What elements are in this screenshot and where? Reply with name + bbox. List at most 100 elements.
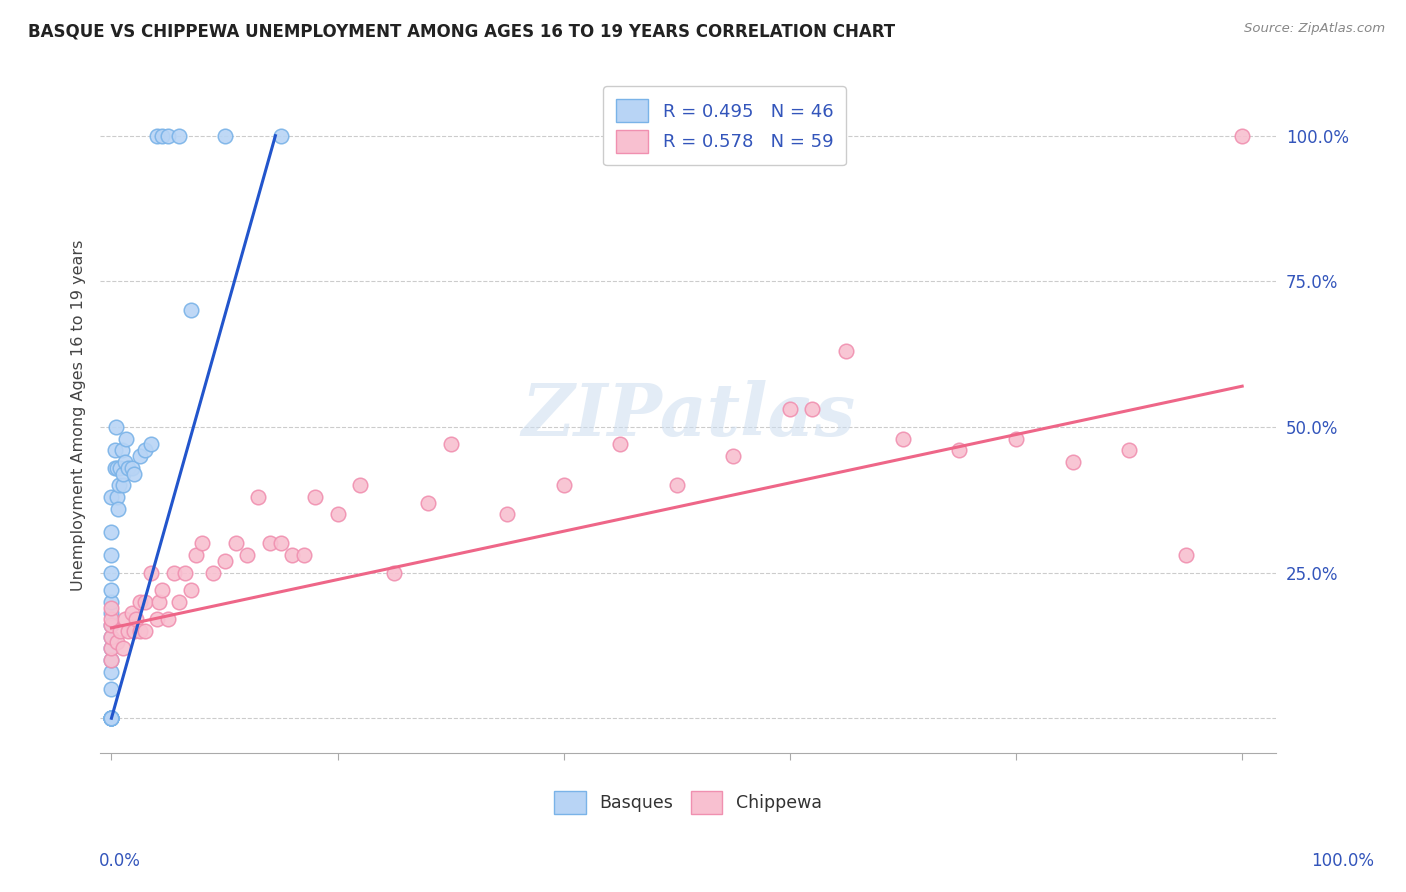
- Point: [1062, 455, 1084, 469]
- Point: [100, 711, 122, 725]
- Point: [145, 612, 167, 626]
- Point: [100, 653, 122, 667]
- Point: [107, 501, 129, 516]
- Point: [150, 128, 173, 143]
- Point: [145, 128, 167, 143]
- Point: [111, 641, 134, 656]
- Point: [180, 583, 202, 598]
- Point: [100, 548, 122, 562]
- Point: [100, 711, 122, 725]
- Point: [948, 443, 970, 458]
- Point: [270, 536, 292, 550]
- Point: [121, 607, 143, 621]
- Point: [110, 460, 132, 475]
- Point: [104, 443, 127, 458]
- Point: [156, 128, 179, 143]
- Point: [292, 548, 315, 562]
- Point: [100, 618, 122, 632]
- Point: [202, 566, 225, 580]
- Point: [247, 490, 270, 504]
- Point: [100, 641, 122, 656]
- Point: [105, 490, 128, 504]
- Point: [891, 432, 914, 446]
- Point: [111, 478, 134, 492]
- Point: [100, 583, 122, 598]
- Point: [225, 536, 247, 550]
- Point: [281, 548, 304, 562]
- Point: [326, 508, 349, 522]
- Point: [304, 490, 326, 504]
- Point: [100, 653, 122, 667]
- Point: [117, 460, 139, 475]
- Point: [100, 630, 122, 644]
- Point: [100, 711, 122, 725]
- Point: [104, 420, 127, 434]
- Point: [139, 437, 162, 451]
- Point: [416, 496, 439, 510]
- Point: [496, 508, 519, 522]
- Point: [100, 618, 122, 632]
- Point: [139, 566, 162, 580]
- Text: ZIPatlas: ZIPatlas: [522, 380, 855, 450]
- Text: Source: ZipAtlas.com: Source: ZipAtlas.com: [1244, 22, 1385, 36]
- Point: [111, 467, 134, 481]
- Point: [100, 641, 122, 656]
- Point: [105, 635, 128, 649]
- Point: [150, 583, 173, 598]
- Point: [110, 443, 132, 458]
- Point: [214, 128, 236, 143]
- Point: [180, 303, 202, 318]
- Point: [169, 128, 191, 143]
- Point: [100, 490, 122, 504]
- Point: [122, 624, 145, 638]
- Point: [128, 595, 150, 609]
- Point: [104, 460, 127, 475]
- Point: [105, 460, 128, 475]
- Point: [100, 524, 122, 539]
- Point: [723, 449, 745, 463]
- Point: [609, 437, 631, 451]
- Point: [125, 612, 148, 626]
- Point: [122, 467, 145, 481]
- Point: [191, 536, 214, 550]
- Point: [1005, 432, 1028, 446]
- Point: [349, 478, 371, 492]
- Point: [156, 612, 179, 626]
- Point: [108, 478, 131, 492]
- Point: [1118, 443, 1140, 458]
- Point: [100, 711, 122, 725]
- Point: [801, 402, 824, 417]
- Point: [236, 548, 259, 562]
- Point: [110, 624, 132, 638]
- Point: [100, 607, 122, 621]
- Legend: Basques, Chippewa: Basques, Chippewa: [546, 782, 831, 822]
- Point: [162, 566, 184, 580]
- Point: [121, 460, 143, 475]
- Point: [115, 432, 138, 446]
- Point: [100, 566, 122, 580]
- Point: [100, 595, 122, 609]
- Point: [174, 566, 197, 580]
- Point: [100, 612, 122, 626]
- Point: [259, 536, 281, 550]
- Point: [382, 566, 405, 580]
- Y-axis label: Unemployment Among Ages 16 to 19 years: Unemployment Among Ages 16 to 19 years: [72, 240, 86, 591]
- Point: [114, 612, 136, 626]
- Point: [100, 665, 122, 679]
- Point: [440, 437, 463, 451]
- Point: [169, 595, 191, 609]
- Text: BASQUE VS CHIPPEWA UNEMPLOYMENT AMONG AGES 16 TO 19 YEARS CORRELATION CHART: BASQUE VS CHIPPEWA UNEMPLOYMENT AMONG AG…: [28, 22, 896, 40]
- Point: [100, 711, 122, 725]
- Point: [186, 548, 208, 562]
- Point: [134, 443, 156, 458]
- Text: 100.0%: 100.0%: [1312, 852, 1374, 870]
- Point: [128, 449, 150, 463]
- Point: [117, 624, 139, 638]
- Point: [100, 630, 122, 644]
- Text: 0.0%: 0.0%: [98, 852, 141, 870]
- Point: [835, 344, 858, 359]
- Point: [148, 595, 170, 609]
- Point: [270, 128, 292, 143]
- Point: [100, 711, 122, 725]
- Point: [100, 711, 122, 725]
